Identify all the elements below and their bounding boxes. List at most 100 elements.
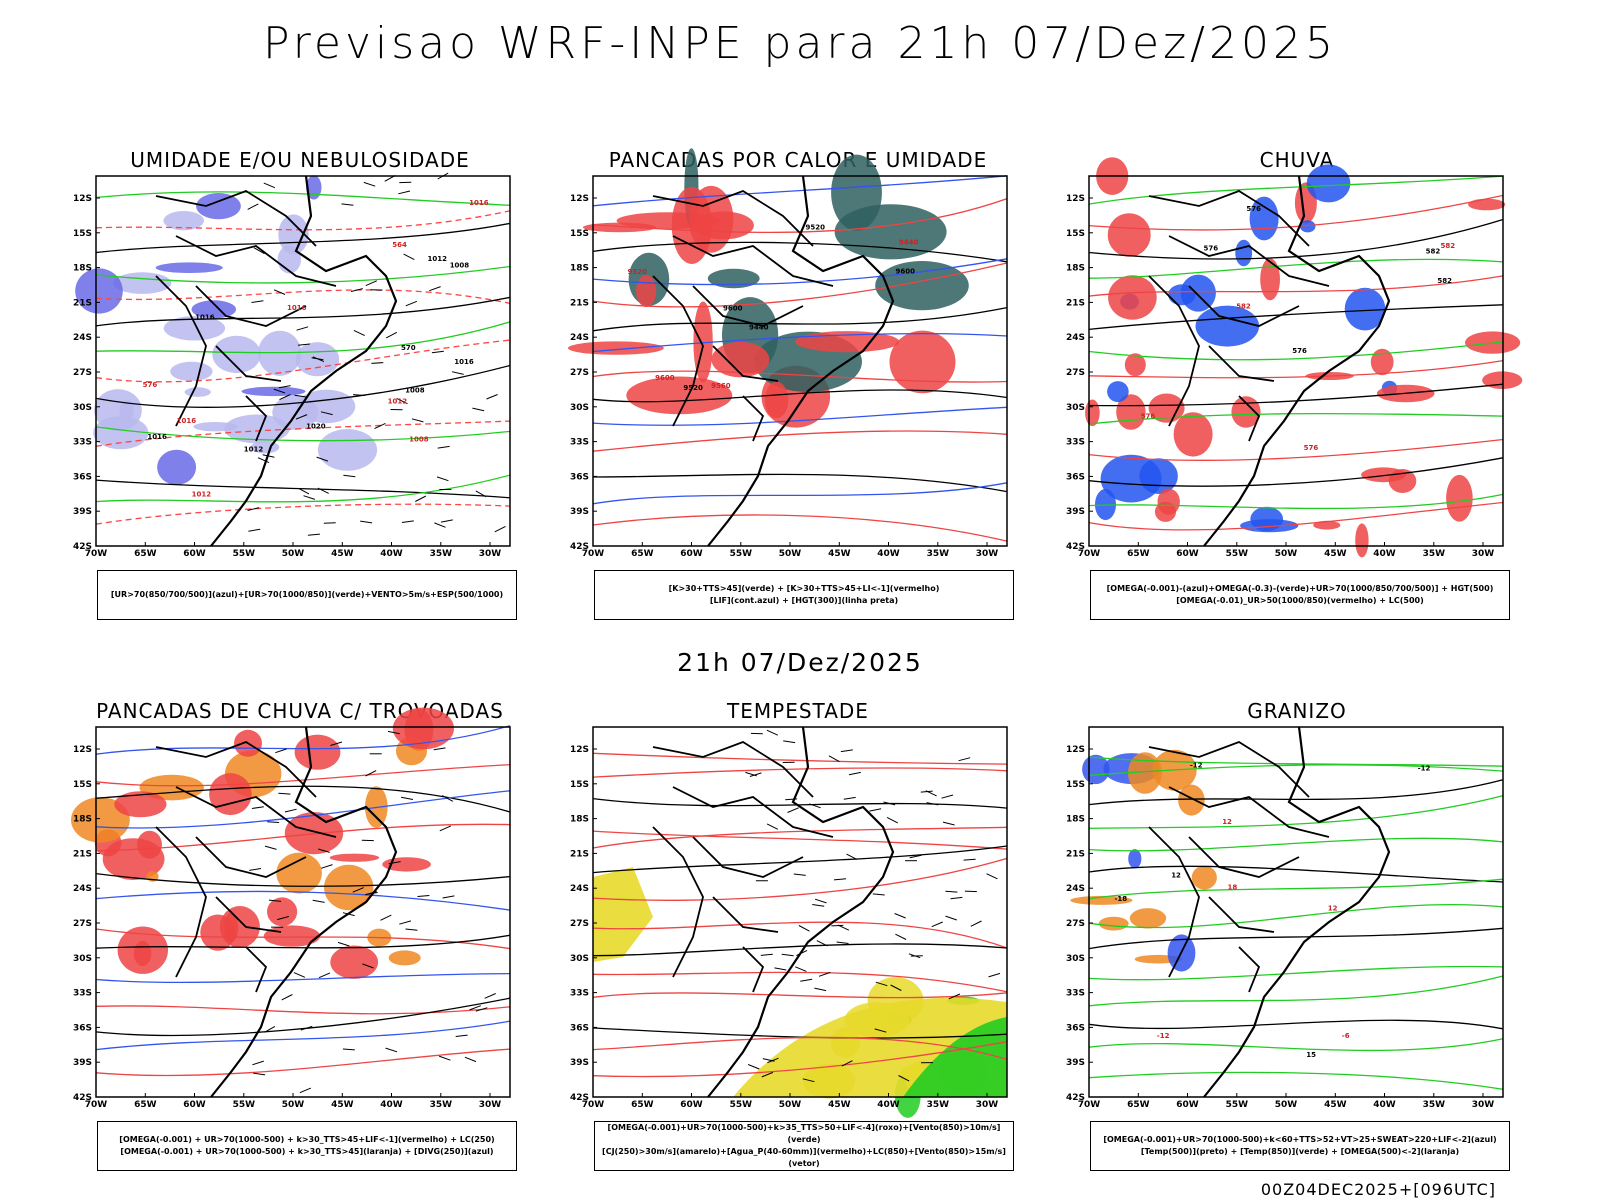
lat-tick-label: 42S	[73, 542, 92, 552]
field-blob	[707, 268, 760, 289]
panel-title-chuva: CHUVA	[1259, 148, 1335, 172]
contour-line	[1088, 927, 1504, 950]
contour-line	[592, 921, 1008, 949]
wind-arrow	[948, 993, 961, 1000]
wind-arrow	[833, 878, 847, 881]
lon-tick-label: 40W	[877, 549, 900, 559]
wind-arrow	[941, 794, 954, 799]
field-blob	[1128, 752, 1162, 794]
field-blob	[133, 940, 152, 967]
lat-tick-label: 21S	[73, 849, 92, 859]
lon-tick-label: 35W	[430, 1100, 453, 1110]
lat-tick-label: 21S	[570, 849, 589, 859]
contour-line	[1088, 258, 1504, 279]
wind-arrow	[472, 407, 485, 412]
state-border	[175, 235, 337, 287]
state-border	[1168, 235, 1330, 287]
field-blob	[330, 945, 379, 979]
lat-tick-label: 12S	[1066, 194, 1085, 204]
contour-line	[592, 752, 1008, 765]
wind-arrow	[405, 300, 418, 307]
state-border	[672, 235, 834, 287]
state-border	[175, 786, 337, 838]
contour-line	[1088, 501, 1504, 531]
wind-arrow	[894, 913, 906, 919]
state-border	[742, 395, 765, 442]
lat-tick-label: 24S	[570, 884, 589, 894]
contour-line	[1088, 175, 1504, 205]
legend-line: [UR>70(850/700/500)](azul)+[UR>70(1000/8…	[110, 590, 504, 599]
contour-line	[95, 934, 511, 949]
wind-arrow	[798, 925, 810, 932]
lon-tick-label: 50W	[1275, 1100, 1298, 1110]
map-frame	[592, 726, 1008, 1098]
lon-tick-label: 65W	[134, 1100, 157, 1110]
field-blob	[1249, 196, 1279, 241]
state-border	[1168, 786, 1330, 838]
field-blob	[93, 416, 149, 450]
wind-arrow	[436, 476, 449, 482]
panel-title-umidade: UMIDADE E/OU NEBULOSIDADE	[130, 148, 470, 172]
state-border	[692, 836, 804, 878]
lat-tick-label: 33S	[1066, 438, 1085, 448]
wind-arrow	[275, 748, 287, 754]
state-border	[1148, 741, 1310, 798]
field-blob	[1128, 849, 1142, 869]
lon-tick-label: 45W	[1324, 1100, 1347, 1110]
contour-value-label: 12	[1222, 818, 1232, 826]
contour-value-label: 1012	[428, 255, 448, 263]
wind-arrow	[848, 771, 861, 776]
contour-value-label: 576	[1204, 245, 1219, 253]
lat-tick-label: 30S	[1066, 954, 1085, 964]
map-frame	[1088, 175, 1504, 547]
legend-chuva: [OMEGA(-0.001)-(azul)+OMEGA(-0.3)-(verde…	[1090, 570, 1510, 620]
contour-value-label: 576	[1141, 412, 1156, 420]
field-blob	[392, 707, 454, 750]
contour-line	[95, 210, 511, 231]
field-blob	[1178, 784, 1205, 816]
lat-tick-label: 21S	[570, 298, 589, 308]
lat-tick-label: 33S	[570, 438, 589, 448]
lon-tick-label: 30W	[976, 549, 999, 559]
field-blob	[1124, 353, 1146, 377]
wind-arrow	[439, 825, 452, 832]
lat-tick-label: 12S	[570, 194, 589, 204]
coastline	[707, 175, 895, 547]
lon-tick-label: 35W	[1423, 1100, 1446, 1110]
contour-line	[592, 406, 1008, 426]
wind-arrow	[342, 1048, 355, 1051]
contour-value-label: 9440	[749, 323, 769, 331]
field-blob	[306, 175, 322, 200]
wind-arrow	[277, 916, 289, 921]
lat-tick-label: 15S	[1066, 229, 1085, 239]
contour-line	[592, 482, 1008, 505]
lat-tick-label: 39S	[73, 507, 92, 517]
legend-line: [OMEGA(-0.001)+UR>70(1000-500)+k<60+TTS>…	[1103, 1135, 1497, 1144]
contour-value-label: 1016	[287, 304, 307, 312]
wind-arrow	[401, 520, 414, 523]
wind-arrow	[909, 854, 922, 859]
lon-tick-label: 60W	[1176, 549, 1199, 559]
wind-arrow	[455, 1034, 468, 1037]
wind-arrow	[341, 203, 354, 206]
lon-tick-label: 35W	[927, 1100, 950, 1110]
contour-value-label: 1016	[177, 417, 197, 425]
contour-line	[592, 332, 1008, 353]
wind-arrow	[405, 928, 418, 931]
wind-arrow	[908, 953, 921, 959]
contour-line	[592, 1036, 1008, 1061]
wind-arrow	[251, 806, 264, 809]
contour-line	[1088, 341, 1504, 361]
wind-arrow	[774, 967, 787, 971]
lon-tick-label: 60W	[183, 549, 206, 559]
wind-arrow	[890, 984, 902, 991]
field-blob	[329, 853, 380, 862]
wind-arrow	[783, 740, 796, 744]
wind-arrow	[486, 394, 498, 400]
contour-line	[1088, 779, 1504, 806]
wind-arrow	[872, 893, 885, 896]
state-border	[155, 190, 317, 247]
legend-umidade: [UR>70(850/700/500)](azul)+[UR>70(1000/8…	[97, 570, 517, 620]
